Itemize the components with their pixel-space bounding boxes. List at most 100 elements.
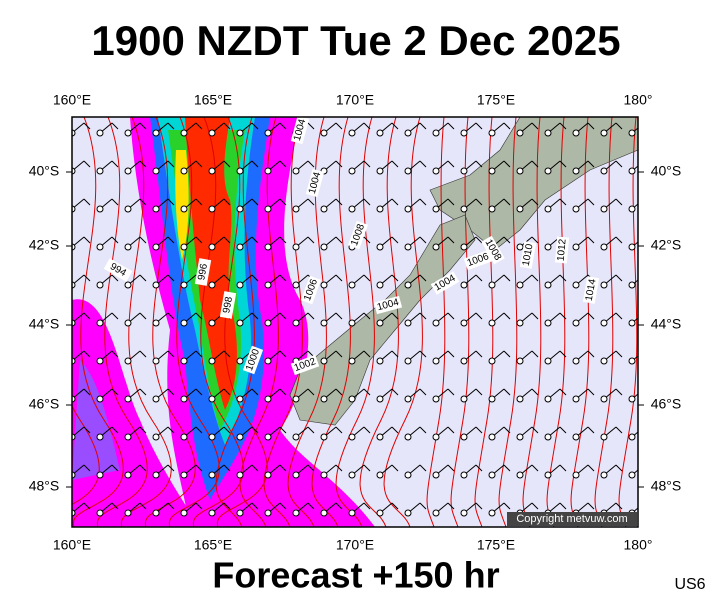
barb-flag <box>223 464 231 472</box>
isobar <box>450 117 470 527</box>
barb-flag <box>279 122 287 130</box>
barb-flag <box>587 160 595 168</box>
isobar <box>120 117 172 527</box>
barb-station <box>544 243 552 251</box>
isobar-label-box <box>582 276 600 304</box>
barb-station <box>208 205 216 213</box>
barb-flag <box>279 236 287 244</box>
isobar-label-group: 998 <box>219 291 237 319</box>
barb-flag <box>503 350 511 358</box>
barb-flag <box>531 350 539 358</box>
barb-flag <box>363 198 371 206</box>
barb-flag <box>111 160 119 168</box>
barb-station <box>600 167 608 175</box>
barb-station <box>348 509 356 517</box>
barb-flag <box>195 388 203 396</box>
barb-station <box>488 395 496 403</box>
barb-station <box>516 205 524 213</box>
barb-station <box>96 167 104 175</box>
barb-flag <box>615 350 623 358</box>
barb-station <box>124 509 132 517</box>
barb-flag <box>475 198 483 206</box>
barb-station <box>264 129 272 137</box>
lat-label-left: 48°S <box>29 478 60 494</box>
barb-station <box>628 167 636 175</box>
barb-station <box>96 319 104 327</box>
barb-station <box>348 471 356 479</box>
barb-station <box>236 167 244 175</box>
barb-flag <box>559 122 567 130</box>
barb-station <box>516 433 524 441</box>
barb-flag <box>307 198 315 206</box>
barb-flag <box>111 350 119 358</box>
barb-flag <box>139 236 147 244</box>
barb-station <box>320 357 328 365</box>
barb-station <box>404 509 412 517</box>
lat-label-left: 40°S <box>29 163 60 179</box>
barb-flag <box>559 312 567 320</box>
barb-station <box>180 243 188 251</box>
lon-label-top: 160°E <box>53 92 91 108</box>
barb-flag <box>363 502 371 510</box>
barb-flag <box>139 464 147 472</box>
barb-station <box>572 167 580 175</box>
lon-label-bottom: 170°E <box>336 537 374 553</box>
barb-flag <box>615 388 623 396</box>
barb-station <box>96 433 104 441</box>
lon-label-top: 170°E <box>336 92 374 108</box>
barb-flag <box>223 350 231 358</box>
barb-station <box>96 281 104 289</box>
barb-flag <box>139 160 147 168</box>
barb-flag <box>475 388 483 396</box>
isobar-label-box <box>519 241 537 269</box>
barb-station <box>264 319 272 327</box>
barb-flag <box>447 388 455 396</box>
barb-station <box>292 319 300 327</box>
barb-flag <box>195 122 203 130</box>
copyright-box <box>507 512 637 526</box>
barb-station <box>208 243 216 251</box>
barb-station <box>376 281 384 289</box>
barb-station <box>404 319 412 327</box>
barb-station <box>376 243 384 251</box>
barb-flag <box>587 502 595 510</box>
barb-station <box>432 243 440 251</box>
barb-station <box>460 205 468 213</box>
barb-flag <box>139 426 147 434</box>
barb-station <box>124 471 132 479</box>
barb-flag <box>83 388 91 396</box>
barb-flag <box>223 236 231 244</box>
barb-station <box>236 319 244 327</box>
barb-flag <box>447 502 455 510</box>
barb-flag <box>167 426 175 434</box>
isobar-label-group: 1004 <box>373 295 403 315</box>
barb-flag <box>391 502 399 510</box>
barb-flag <box>307 122 315 130</box>
barb-station <box>628 243 636 251</box>
barb-flag <box>419 274 427 282</box>
barb-station <box>376 129 384 137</box>
barb-flag <box>223 426 231 434</box>
barb-station <box>152 319 160 327</box>
isobar-label-box <box>305 168 325 198</box>
barb-flag <box>307 502 315 510</box>
barb-flag <box>251 236 259 244</box>
isobar-label-box <box>300 275 322 305</box>
barb-flag <box>223 502 231 510</box>
barb-station <box>376 471 384 479</box>
barb-station <box>124 319 132 327</box>
barb-flag <box>223 274 231 282</box>
barb-station <box>376 433 384 441</box>
barb-flag <box>83 464 91 472</box>
barb-station <box>404 357 412 365</box>
lat-label-left: 42°S <box>29 237 60 253</box>
barb-flag <box>587 312 595 320</box>
barb-station <box>320 471 328 479</box>
lon-label-bottom: 175°E <box>477 537 515 553</box>
barb-station <box>348 433 356 441</box>
barb-station <box>208 509 216 517</box>
barb-station <box>236 395 244 403</box>
barb-station <box>236 357 244 365</box>
barb-station <box>320 281 328 289</box>
